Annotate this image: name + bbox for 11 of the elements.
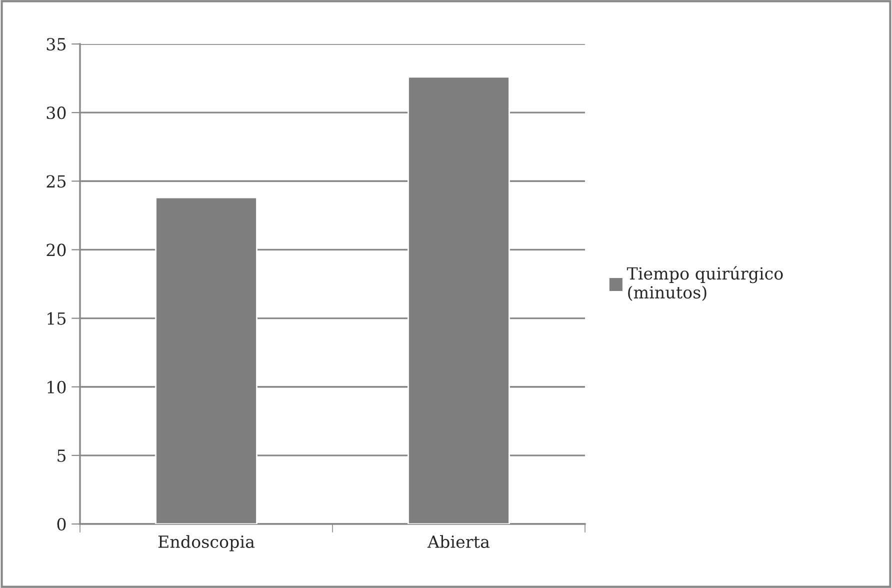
legend-label: Tiempo quirúrgico (minutos): [626, 266, 783, 301]
y-tick-label: 15: [48, 312, 66, 325]
y-tick-label: 20: [46, 244, 66, 256]
y-tick-label: 30: [46, 106, 66, 120]
x-tick-label: Endoscopia: [158, 535, 255, 552]
y-tick-label: 10: [48, 380, 66, 394]
y-tick-label: 25: [46, 175, 66, 188]
y-tick-label: 35: [46, 38, 66, 51]
x-tick-label: Abierta: [427, 535, 490, 548]
y-tick-label: 0: [57, 518, 66, 531]
y-tick-label: 5: [58, 450, 66, 462]
